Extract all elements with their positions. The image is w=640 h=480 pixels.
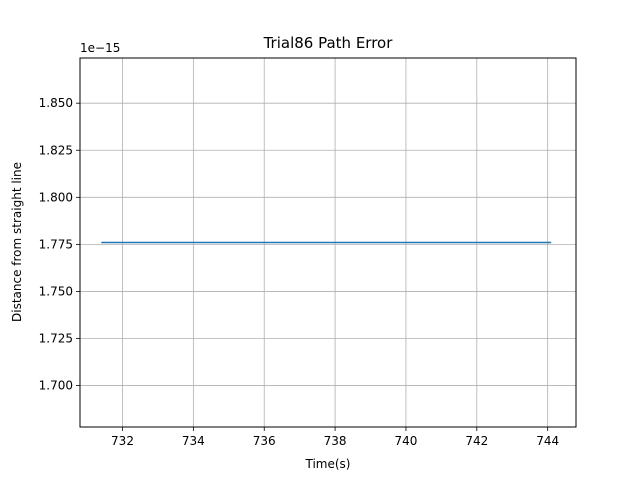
y-axis-label: Distance from straight line	[10, 162, 24, 322]
x-axis-label: Time(s)	[305, 457, 351, 471]
y-tick-label: 1.750	[39, 284, 73, 298]
plot-frame	[79, 57, 577, 428]
y-tick-label: 1.700	[39, 379, 73, 393]
x-tick-label: 732	[111, 434, 134, 448]
y-tick-label: 1.800	[39, 190, 73, 204]
y-axis-ticks: 1.700 1.725 1.750 1.775 1.800 1.825 1.850	[39, 96, 80, 393]
x-tick-label: 744	[536, 434, 559, 448]
x-axis-ticks: 732 734 736 738 740 742 744	[111, 427, 559, 448]
x-tick-label: 740	[394, 434, 417, 448]
x-tick-label: 736	[253, 434, 276, 448]
y-tick-label: 1.850	[39, 96, 73, 110]
y-tick-label: 1.725	[39, 332, 73, 346]
y-offset-label: 1e−15	[80, 41, 120, 55]
x-tick-label: 742	[465, 434, 488, 448]
x-tick-label: 738	[324, 434, 347, 448]
chart-title: Trial86 Path Error	[263, 34, 394, 52]
x-tick-label: 734	[182, 434, 205, 448]
y-tick-label: 1.825	[39, 143, 73, 157]
y-tick-label: 1.775	[39, 237, 73, 251]
